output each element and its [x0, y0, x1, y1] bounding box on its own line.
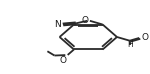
Text: O: O [142, 33, 149, 42]
Text: N: N [54, 20, 61, 29]
Text: H: H [128, 40, 133, 49]
Text: O: O [81, 16, 88, 25]
Text: O: O [59, 56, 66, 65]
